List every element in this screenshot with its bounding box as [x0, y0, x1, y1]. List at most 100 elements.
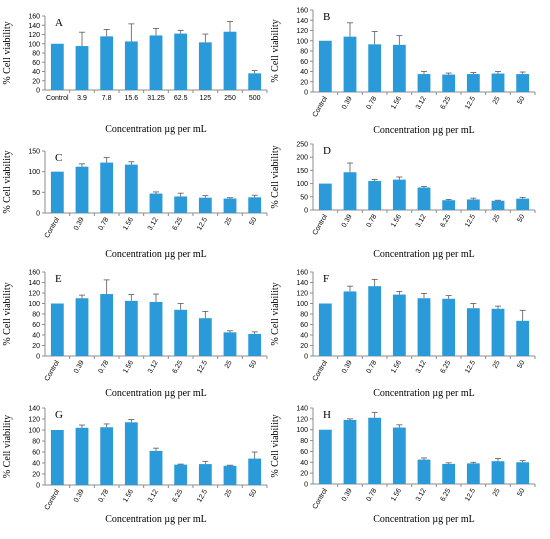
chart-panel-a: 0 20 40 60 80 100 120 140 160 Control 3.9 7.8 15.6 31…	[2, 14, 268, 135]
bar	[466, 308, 480, 356]
y-tick-label: 20	[300, 471, 308, 478]
x-tick-label: 50	[516, 95, 526, 105]
bar	[491, 461, 505, 484]
y-tick-label: 60	[32, 322, 40, 329]
bar	[417, 74, 431, 92]
panel-label: E	[55, 273, 62, 285]
x-tick-label: 25	[492, 213, 502, 223]
y-tick-label: 50	[32, 190, 40, 197]
bar	[491, 308, 505, 356]
bar	[149, 301, 163, 356]
chart-panel-b: 0 20 40 60 80 100 120 140 160 Control 0.39 0.78 1.56…	[270, 8, 536, 136]
chart-panel-g: 0 20 40 60 80 100 120 140 Control 0.39 0.78 1.56 3.1…	[2, 406, 268, 525]
y-tick-label: 120	[296, 416, 308, 423]
x-tick-label: 0.78	[98, 488, 111, 503]
y-tick-label: 60	[32, 450, 40, 457]
x-tick-label: 6.25	[440, 95, 453, 110]
bar	[392, 179, 406, 210]
bar	[198, 197, 212, 213]
x-tick-label: 25	[492, 359, 502, 369]
y-tick-label: 120	[296, 28, 308, 35]
y-tick-label: 40	[32, 69, 40, 76]
bar	[516, 320, 530, 356]
y-tick-label: 140	[296, 280, 308, 287]
y-tick-label: 40	[32, 333, 40, 340]
bar	[417, 459, 431, 484]
bar	[124, 164, 138, 213]
bar	[318, 40, 332, 92]
panel-label: G	[55, 409, 63, 421]
x-tick-label: 1.56	[122, 359, 135, 374]
x-tick-label: 50	[248, 359, 258, 369]
bar	[417, 298, 431, 356]
bar	[198, 464, 212, 485]
y-tick-label: 60	[300, 322, 308, 329]
bar	[466, 74, 480, 92]
y-tick-label: 160	[296, 8, 308, 15]
y-tick-label: 80	[300, 438, 308, 445]
y-tick-label: 60	[32, 60, 40, 67]
x-tick-label: 3.12	[415, 95, 428, 110]
bar	[50, 430, 64, 485]
y-tick-label: 80	[32, 51, 40, 58]
x-tick-label: 0.39	[341, 487, 354, 502]
x-tick-label: 25	[492, 487, 502, 497]
x-tick-label: 1.56	[390, 487, 403, 502]
bar	[368, 286, 382, 356]
bar	[318, 429, 332, 484]
x-tick-label: 50	[516, 359, 526, 369]
y-tick-label: 20	[32, 78, 40, 85]
y-tick-label: 0	[36, 88, 40, 95]
x-tick-label: 0.39	[341, 359, 354, 374]
y-tick-label: 140	[28, 406, 40, 413]
bar	[343, 36, 357, 92]
x-tick-label: 3.12	[147, 488, 160, 503]
x-axis-title: Concentration µg per mL	[105, 388, 207, 399]
y-tick-label: 100	[28, 41, 40, 48]
bar	[343, 291, 357, 356]
panel-label: F	[323, 273, 329, 285]
x-axis-title: Concentration µg per mL	[373, 388, 475, 399]
x-tick-label: Control	[312, 95, 330, 118]
x-tick-label: 50	[248, 216, 258, 226]
x-tick-label: 0.78	[366, 487, 379, 502]
y-tick-label: 0	[36, 354, 40, 361]
y-tick-label: 200	[296, 155, 308, 162]
bar	[149, 193, 163, 213]
x-tick-label: 0.78	[366, 213, 379, 228]
bar	[100, 162, 114, 213]
bar	[248, 73, 262, 90]
panel-label: B	[323, 11, 330, 23]
bar	[318, 303, 332, 356]
y-tick-label: 60	[300, 449, 308, 456]
x-tick-label: 6.25	[172, 488, 185, 503]
y-tick-label: 20	[300, 343, 308, 350]
y-tick-label: 140	[296, 18, 308, 25]
bar	[75, 46, 89, 90]
x-tick-label: 6.25	[172, 359, 185, 374]
y-tick-label: 60	[300, 59, 308, 66]
x-tick-label: 250	[224, 95, 236, 102]
bar	[442, 74, 456, 92]
bar	[516, 74, 530, 92]
y-tick-label: 80	[300, 49, 308, 56]
x-tick-label: 6.25	[440, 359, 453, 374]
x-tick-label: 12.5	[196, 488, 209, 503]
x-tick-label: 0.78	[366, 95, 379, 110]
x-tick-label: 12.5	[464, 213, 477, 228]
bar	[75, 298, 89, 356]
y-tick-label: 160	[296, 270, 308, 277]
y-tick-label: 120	[28, 417, 40, 424]
chart-panel-c: 0 50 100 150 Control 0.39 0.78 1.56 3.12 6.25 12.5…	[2, 149, 268, 260]
x-tick-label: 1.56	[390, 95, 403, 110]
panel-label: A	[55, 17, 63, 29]
x-tick-label: 50	[248, 488, 258, 498]
x-tick-label: 12.5	[196, 359, 209, 374]
chart-panel-f: 0 20 40 60 80 100 120 140 160 Control 0.39 0.78 1.56…	[270, 270, 536, 399]
bar	[223, 31, 237, 91]
x-tick-label: 0.78	[366, 359, 379, 374]
bar	[516, 462, 530, 484]
x-tick-label: Control	[46, 95, 69, 102]
bar	[50, 43, 64, 90]
x-axis-title: Concentration µg per mL	[105, 514, 207, 525]
